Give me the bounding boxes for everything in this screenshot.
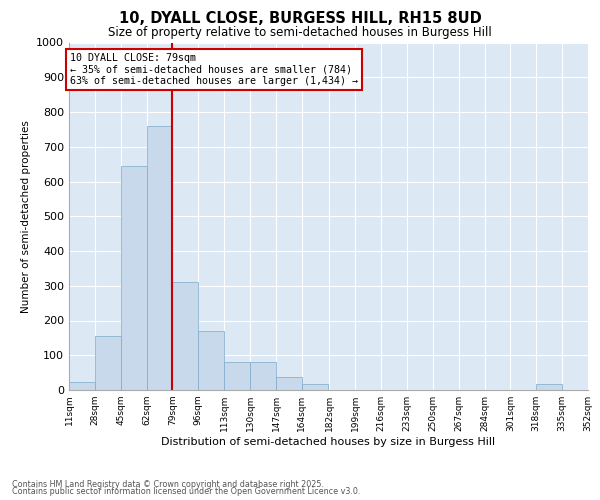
- Bar: [302, 384, 328, 390]
- Text: 10 DYALL CLOSE: 79sqm
← 35% of semi-detached houses are smaller (784)
63% of sem: 10 DYALL CLOSE: 79sqm ← 35% of semi-deta…: [70, 53, 358, 86]
- Text: Size of property relative to semi-detached houses in Burgess Hill: Size of property relative to semi-detach…: [108, 26, 492, 39]
- Bar: [146, 126, 172, 390]
- Text: Contains HM Land Registry data © Crown copyright and database right 2025.: Contains HM Land Registry data © Crown c…: [12, 480, 324, 489]
- Bar: [276, 377, 302, 390]
- Bar: [224, 362, 250, 390]
- Text: 10, DYALL CLOSE, BURGESS HILL, RH15 8UD: 10, DYALL CLOSE, BURGESS HILL, RH15 8UD: [119, 11, 481, 26]
- Bar: [69, 382, 95, 390]
- Bar: [250, 362, 276, 390]
- Bar: [121, 166, 146, 390]
- Bar: [199, 331, 224, 390]
- Bar: [95, 336, 121, 390]
- Text: Contains public sector information licensed under the Open Government Licence v3: Contains public sector information licen…: [12, 488, 361, 496]
- X-axis label: Distribution of semi-detached houses by size in Burgess Hill: Distribution of semi-detached houses by …: [161, 437, 496, 447]
- Bar: [172, 282, 199, 390]
- Y-axis label: Number of semi-detached properties: Number of semi-detached properties: [20, 120, 31, 312]
- Bar: [536, 384, 562, 390]
